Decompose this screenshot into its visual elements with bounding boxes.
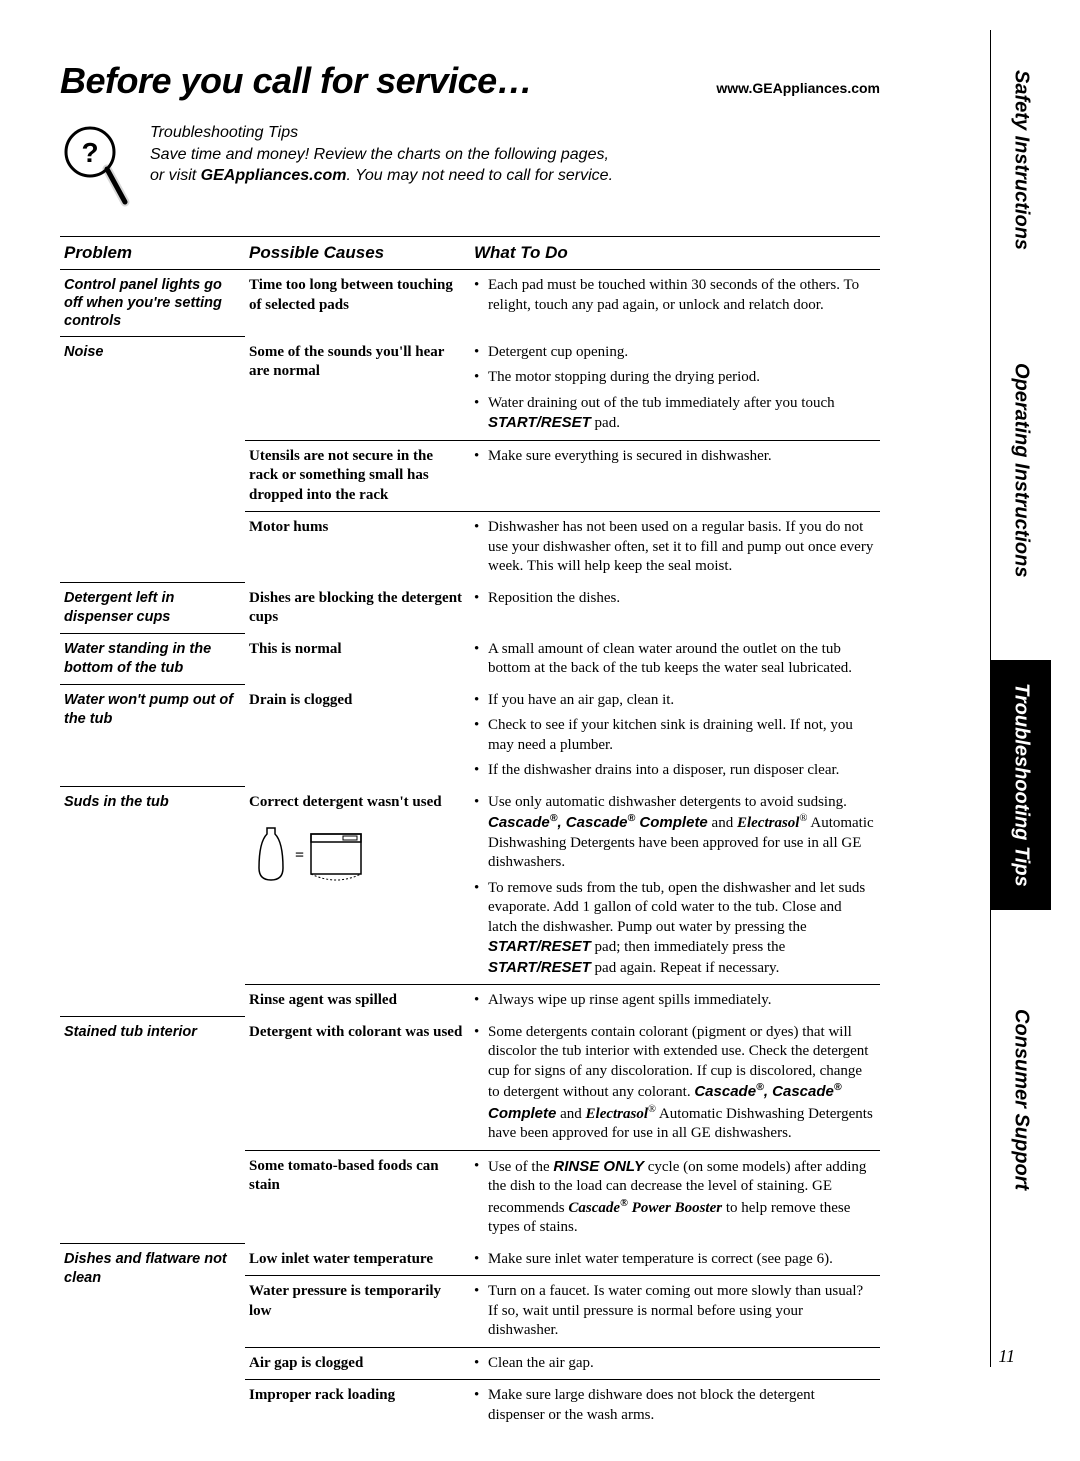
header-url: www.GEAppliances.com: [716, 80, 880, 96]
what-list: Make sure inlet water temperature is cor…: [474, 1250, 874, 1270]
tab-safety: Safety Instructions: [991, 30, 1051, 290]
problem-text: Suds in the tub: [64, 793, 239, 811]
what-item: Water draining out of the tub immediatel…: [474, 394, 874, 434]
problem-text: Stained tub interior: [64, 1023, 239, 1041]
magnifier-question-icon: ?: [60, 122, 130, 212]
tab-support: Consumer Support: [991, 950, 1051, 1250]
what-list: Reposition the dishes.: [474, 589, 874, 609]
tab-troubleshooting: Troubleshooting Tips: [991, 660, 1051, 910]
what-item: Clean the air gap.: [474, 1354, 874, 1374]
what-item: Dishwasher has not been used on a regula…: [474, 518, 874, 577]
what-item: Make sure large dishware does not block …: [474, 1386, 874, 1425]
detergent-illustration-icon: =: [249, 820, 369, 890]
cause-text: This is normal: [249, 640, 464, 660]
what-item: Make sure inlet water temperature is cor…: [474, 1250, 874, 1270]
intro-line1: Save time and money! Review the charts o…: [150, 146, 609, 163]
what-list: Turn on a faucet. Is water coming out mo…: [474, 1282, 874, 1341]
what-item: Turn on a faucet. Is water coming out mo…: [474, 1282, 874, 1341]
side-tabs: Safety Instructions Operating Instructio…: [990, 30, 1050, 1367]
problem-text: Noise: [64, 343, 239, 361]
col-header-what: What To Do: [470, 237, 880, 270]
cause-text: Some of the sounds you'll hear are norma…: [249, 343, 464, 382]
what-list: Always wipe up rinse agent spills immedi…: [474, 991, 874, 1011]
what-list: Clean the air gap.: [474, 1354, 874, 1374]
what-list: If you have an air gap, clean it. Check t…: [474, 691, 874, 781]
problem-text: Detergent left in dispenser cups: [64, 589, 239, 625]
intro-line2a: or visit: [150, 167, 201, 184]
cause-text: Drain is clogged: [249, 691, 464, 711]
what-item: The motor stopping during the drying per…: [474, 368, 874, 388]
what-list: Dishwasher has not been used on a regula…: [474, 518, 874, 577]
cause-text: Air gap is clogged: [249, 1354, 464, 1374]
what-item: Check to see if your kitchen sink is dra…: [474, 716, 874, 755]
col-header-cause: Possible Causes: [245, 237, 470, 270]
what-item: Some detergents contain colorant (pigmen…: [474, 1023, 874, 1144]
intro-text: Troubleshooting Tips Save time and money…: [150, 122, 613, 187]
what-list: A small amount of clean water around the…: [474, 640, 874, 679]
intro-line2b: GEAppliances.com: [201, 167, 347, 184]
cause-text: Water pressure is temporarily low: [249, 1282, 464, 1321]
what-item: A small amount of clean water around the…: [474, 640, 874, 679]
intro-heading: Troubleshooting Tips: [150, 124, 298, 141]
what-item: Make sure everything is secured in dishw…: [474, 447, 874, 467]
svg-text:=: =: [295, 847, 304, 864]
problem-text: Dishes and flatware not clean: [64, 1250, 239, 1286]
what-item: Each pad must be touched within 30 secon…: [474, 276, 874, 315]
what-list: Make sure everything is secured in dishw…: [474, 447, 874, 467]
cause-text: Detergent with colorant was used: [249, 1023, 464, 1043]
what-item: If you have an air gap, clean it.: [474, 691, 874, 711]
what-item: Detergent cup opening.: [474, 343, 874, 363]
problem-text: Water standing in the bottom of the tub: [64, 640, 239, 676]
cause-text: Improper rack loading: [249, 1386, 464, 1406]
svg-text:?: ?: [81, 137, 98, 168]
what-item: If the dishwasher drains into a disposer…: [474, 761, 874, 781]
troubleshooting-table: Problem Possible Causes What To Do Contr…: [60, 236, 880, 1431]
cause-text: Time too long between touching of select…: [249, 276, 464, 315]
intro-line2c: . You may not need to call for service.: [347, 167, 614, 184]
col-header-problem: Problem: [60, 237, 245, 270]
what-list: Some detergents contain colorant (pigmen…: [474, 1023, 874, 1144]
what-list: Use only automatic dishwasher detergents…: [474, 793, 874, 979]
problem-text: Water won't pump out of the tub: [64, 691, 239, 727]
what-item: Use of the RINSE ONLY cycle (on some mod…: [474, 1157, 874, 1238]
what-list: Use of the RINSE ONLY cycle (on some mod…: [474, 1157, 874, 1238]
cause-text: Motor hums: [249, 518, 464, 538]
what-item: Always wipe up rinse agent spills immedi…: [474, 991, 874, 1011]
cause-text: Utensils are not secure in the rack or s…: [249, 447, 464, 506]
cause-text: Correct detergent wasn't used: [249, 793, 464, 813]
page-title: Before you call for service…: [60, 60, 532, 102]
what-item: Use only automatic dishwasher detergents…: [474, 793, 874, 873]
tab-operating: Operating Instructions: [991, 310, 1051, 630]
cause-text: Rinse agent was spilled: [249, 991, 464, 1011]
what-item: To remove suds from the tub, open the di…: [474, 879, 874, 979]
what-item: Reposition the dishes.: [474, 589, 874, 609]
page-number: 11: [998, 1346, 1015, 1367]
what-list: Detergent cup opening. The motor stopping…: [474, 343, 874, 434]
what-list: Each pad must be touched within 30 secon…: [474, 276, 874, 315]
cause-text: Dishes are blocking the detergent cups: [249, 589, 464, 628]
cause-text: Low inlet water temperature: [249, 1250, 464, 1270]
what-list: Make sure large dishware does not block …: [474, 1386, 874, 1425]
problem-text: Control panel lights go off when you're …: [64, 276, 239, 330]
cause-text: Some tomato-based foods can stain: [249, 1157, 464, 1196]
